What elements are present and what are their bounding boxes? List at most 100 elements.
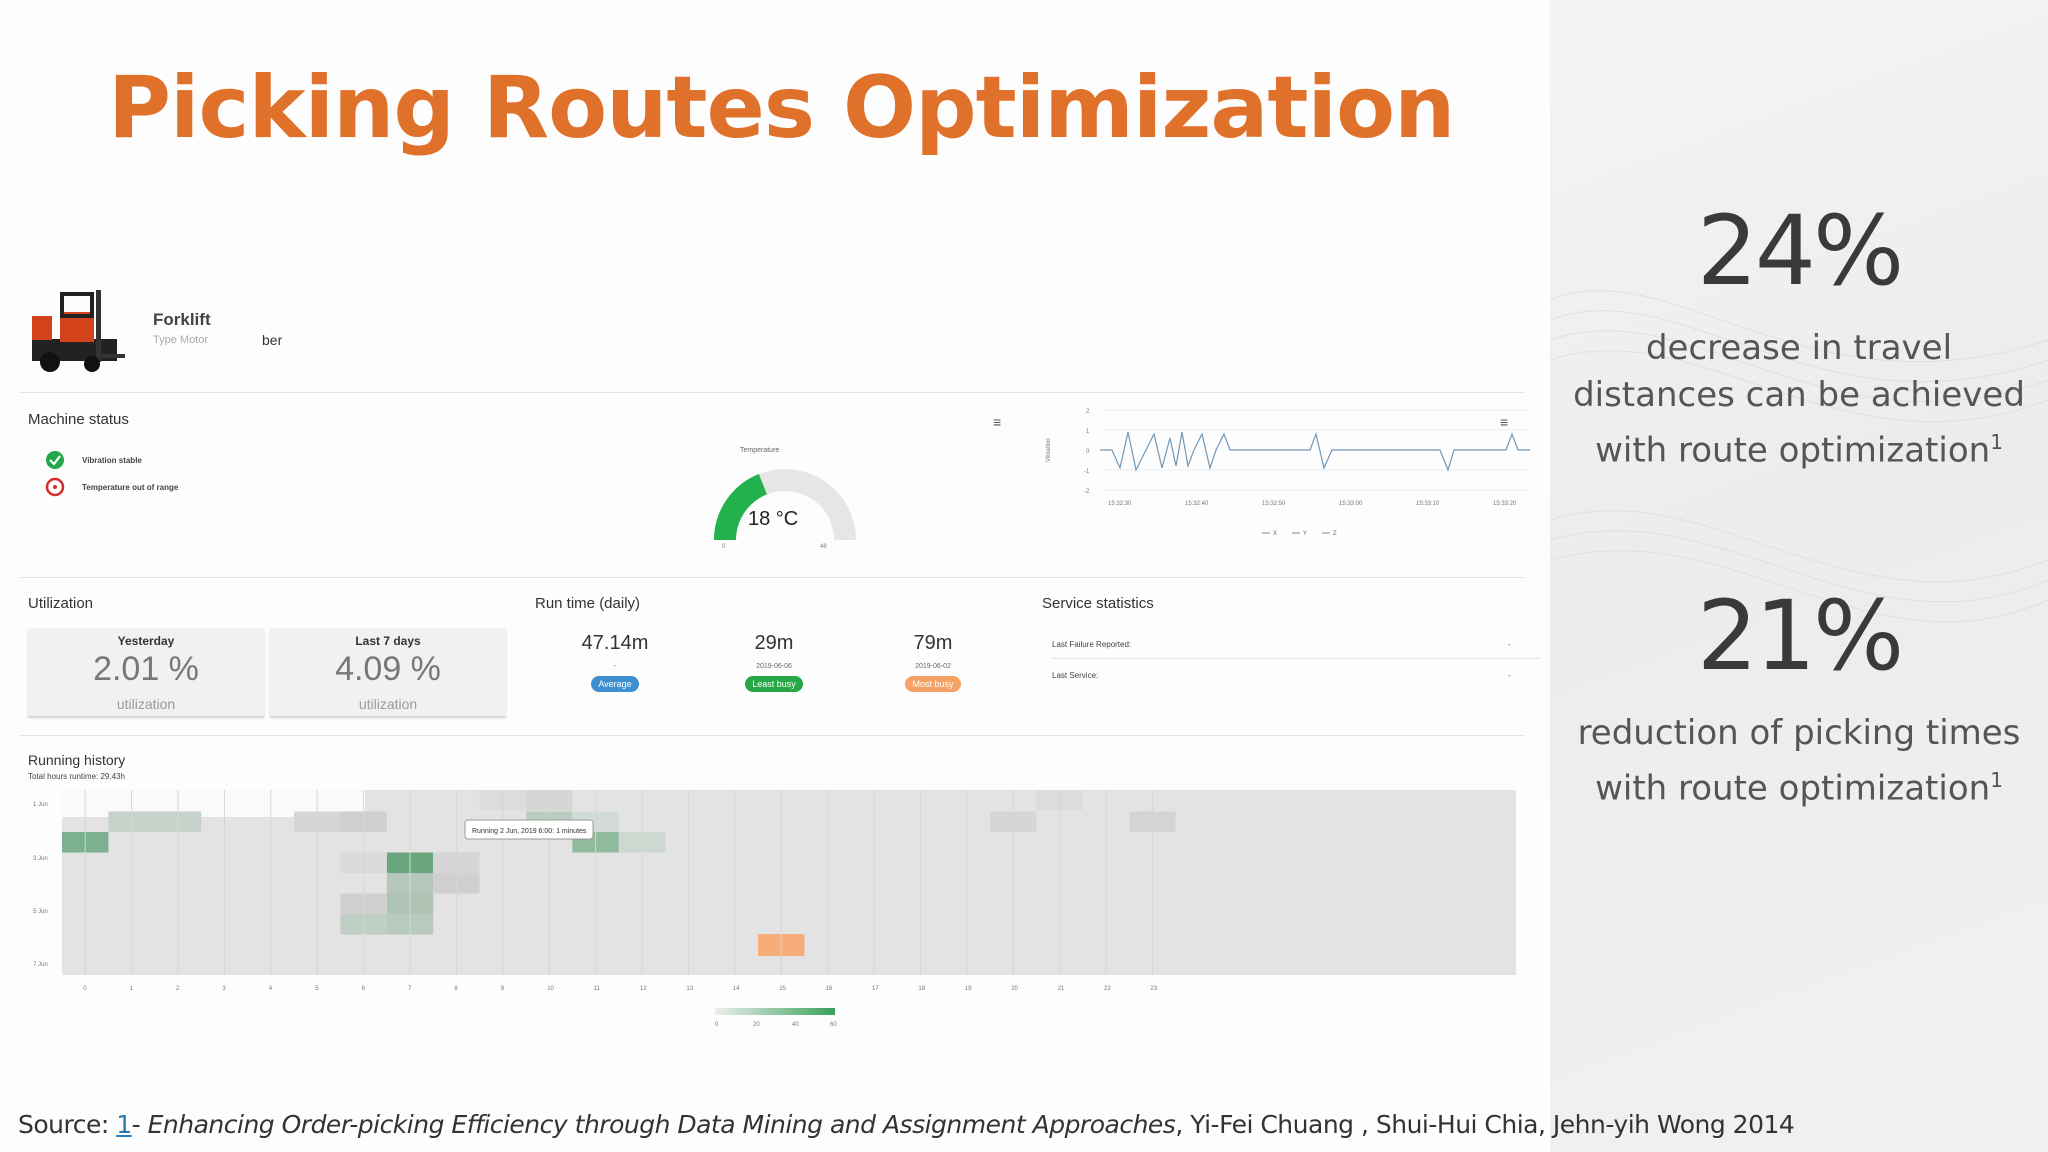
- legend-entry: Y: [1303, 531, 1307, 537]
- heatmap-x-label: 12: [640, 986, 647, 992]
- source-dash: -: [131, 1110, 148, 1139]
- machine-name: Forklift: [153, 310, 211, 329]
- divider: [20, 577, 1525, 578]
- decorative-waves: [1550, 290, 2048, 623]
- heatmap-x-label: 23: [1150, 986, 1157, 992]
- menu-icon[interactable]: ≡: [1500, 414, 1509, 430]
- runtime-date: 2019-06-06: [756, 663, 792, 670]
- x-tick: 15:32:50: [1262, 501, 1286, 507]
- dashboard-screenshot: Forklift Type Motor ber Machine status V…: [20, 270, 1540, 1030]
- runtime-most-busy: 79m 2019-06-02 Most busy: [873, 632, 993, 692]
- x-tick: 15:33:10: [1416, 501, 1440, 507]
- legend-tick: 60: [830, 1022, 837, 1028]
- divider: [1052, 658, 1540, 659]
- utilization-card: Yesterday 2.01 % utilization: [28, 628, 264, 716]
- history-title: Running history: [28, 752, 126, 768]
- heatmap-x-label: 10: [547, 986, 554, 992]
- stat-value-2: 21%: [1696, 580, 1904, 692]
- history-subtitle: Total hours runtime: 29.43h: [28, 772, 125, 781]
- legend-entry: X: [1273, 531, 1277, 537]
- heatmap-x-label: 19: [965, 986, 972, 992]
- machine-type: Type Motor: [153, 334, 209, 346]
- gauge-max: 48: [820, 544, 827, 550]
- vibration-axis-label: Vibration: [1046, 438, 1052, 462]
- heatmap-x-label: 1: [130, 986, 134, 992]
- heatmap-x-label: 18: [918, 986, 925, 992]
- service-title: Service statistics: [1042, 595, 1154, 612]
- vibration-chart: Vibration 2 1 0 -1 -2 15:32:30 15:32:40 …: [1046, 409, 1530, 537]
- gauge-title: Temperature: [740, 447, 780, 454]
- footnote-marker: 1: [1990, 768, 2003, 792]
- gauge-fill: [714, 473, 768, 541]
- heatmap-tooltip-box: [464, 819, 594, 840]
- vibration-series-line: [1100, 431, 1530, 472]
- y-tick: -2: [1084, 489, 1090, 495]
- stat-line-text: with route optimization: [1595, 430, 1991, 471]
- heatmap-x-label: 13: [686, 986, 693, 992]
- service-label: Last Failure Reported:: [1052, 640, 1132, 649]
- x-tick: 15:33:00: [1339, 501, 1363, 507]
- x-tick: 15:32:30: [1108, 501, 1132, 507]
- legend-entry: Z: [1333, 531, 1337, 537]
- slide-title: Picking Routes Optimization: [108, 58, 1455, 158]
- legend-tick: 0: [715, 1022, 719, 1028]
- x-tick: 15:32:40: [1185, 501, 1209, 507]
- stat-value-1: 24%: [1696, 195, 1904, 307]
- status-label: Temperature out of range: [82, 483, 179, 492]
- heatmap-x-label: 15: [779, 986, 786, 992]
- gauge-min: 0: [722, 544, 726, 550]
- heatmap-x-label: 20: [1011, 986, 1018, 992]
- card-sub: utilization: [116, 696, 176, 712]
- card-label: Last 7 days: [355, 634, 421, 648]
- utilization-card: Last 7 days 4.09 % utilization: [270, 628, 506, 716]
- stat-line: distances can be achieved: [1573, 375, 2025, 415]
- heatmap-x-label: 6: [362, 986, 366, 992]
- runtime-date: 2019-06-02: [915, 663, 951, 670]
- source-prefix: Source:: [18, 1110, 117, 1139]
- heatmap-x-label: 22: [1104, 986, 1111, 992]
- runtime-badge: Most busy: [905, 676, 961, 692]
- runtime-value: 47.14m: [581, 632, 649, 654]
- heatmap-x-label: 14: [733, 986, 740, 992]
- heatmap-color-legend: 0 20 40 60: [715, 1008, 837, 1028]
- gauge-value: 18 °C: [748, 508, 799, 530]
- utilization-title: Utilization: [28, 595, 94, 612]
- heatmap-x-label: 9: [501, 986, 505, 992]
- heatmap-x-label: 16: [826, 986, 833, 992]
- runtime-date: -: [613, 663, 617, 670]
- divider: [20, 392, 1525, 393]
- heatmap-y-label: 5 Jun: [33, 909, 48, 915]
- stat-description-1: decrease in travel distances can be achi…: [1550, 325, 2048, 474]
- heatmap-x-label: 2: [176, 986, 180, 992]
- heatmap-x-label: 0: [83, 986, 87, 992]
- stat-line: decrease in travel: [1645, 328, 1953, 368]
- y-tick: 2: [1086, 409, 1090, 415]
- legend-tick: 20: [753, 1022, 760, 1028]
- menu-icon[interactable]: ≡: [993, 414, 1002, 430]
- heatmap-x-label: 3: [222, 986, 226, 992]
- runtime-value: 79m: [913, 632, 953, 654]
- y-tick: 1: [1086, 429, 1090, 435]
- card-value: 4.09 %: [335, 650, 441, 688]
- card-sub: utilization: [358, 696, 418, 712]
- status-label: Vibration stable: [82, 456, 142, 465]
- heatmap-y-label: 3 Jun: [33, 856, 48, 862]
- stat-line: with route optimization1: [1550, 419, 2048, 474]
- y-tick: -1: [1084, 469, 1090, 475]
- stat-line: reduction of picking times: [1577, 713, 2021, 753]
- heatmap-x-label: 11: [594, 986, 601, 992]
- runtime-value: 29m: [754, 632, 794, 654]
- source-reference-link[interactable]: 1: [116, 1110, 132, 1139]
- check-circle-icon: [46, 451, 64, 469]
- legend-tick: 40: [792, 1022, 799, 1028]
- runtime-least-busy: 29m 2019-06-06 Least busy: [714, 632, 834, 692]
- runtime-title: Run time (daily): [535, 595, 641, 612]
- runtime-badge: Least busy: [745, 676, 803, 692]
- heatmap-x-label: 21: [1058, 986, 1065, 992]
- card-label: Yesterday: [117, 634, 175, 648]
- heatmap-x-label: 7: [408, 986, 412, 992]
- forklift-icon: [32, 290, 125, 372]
- runtime-badge: Average: [591, 676, 639, 692]
- stat-line-text: with route optimization: [1595, 768, 1991, 809]
- stats-panel: 24% decrease in travel distances can be …: [1550, 0, 2048, 1152]
